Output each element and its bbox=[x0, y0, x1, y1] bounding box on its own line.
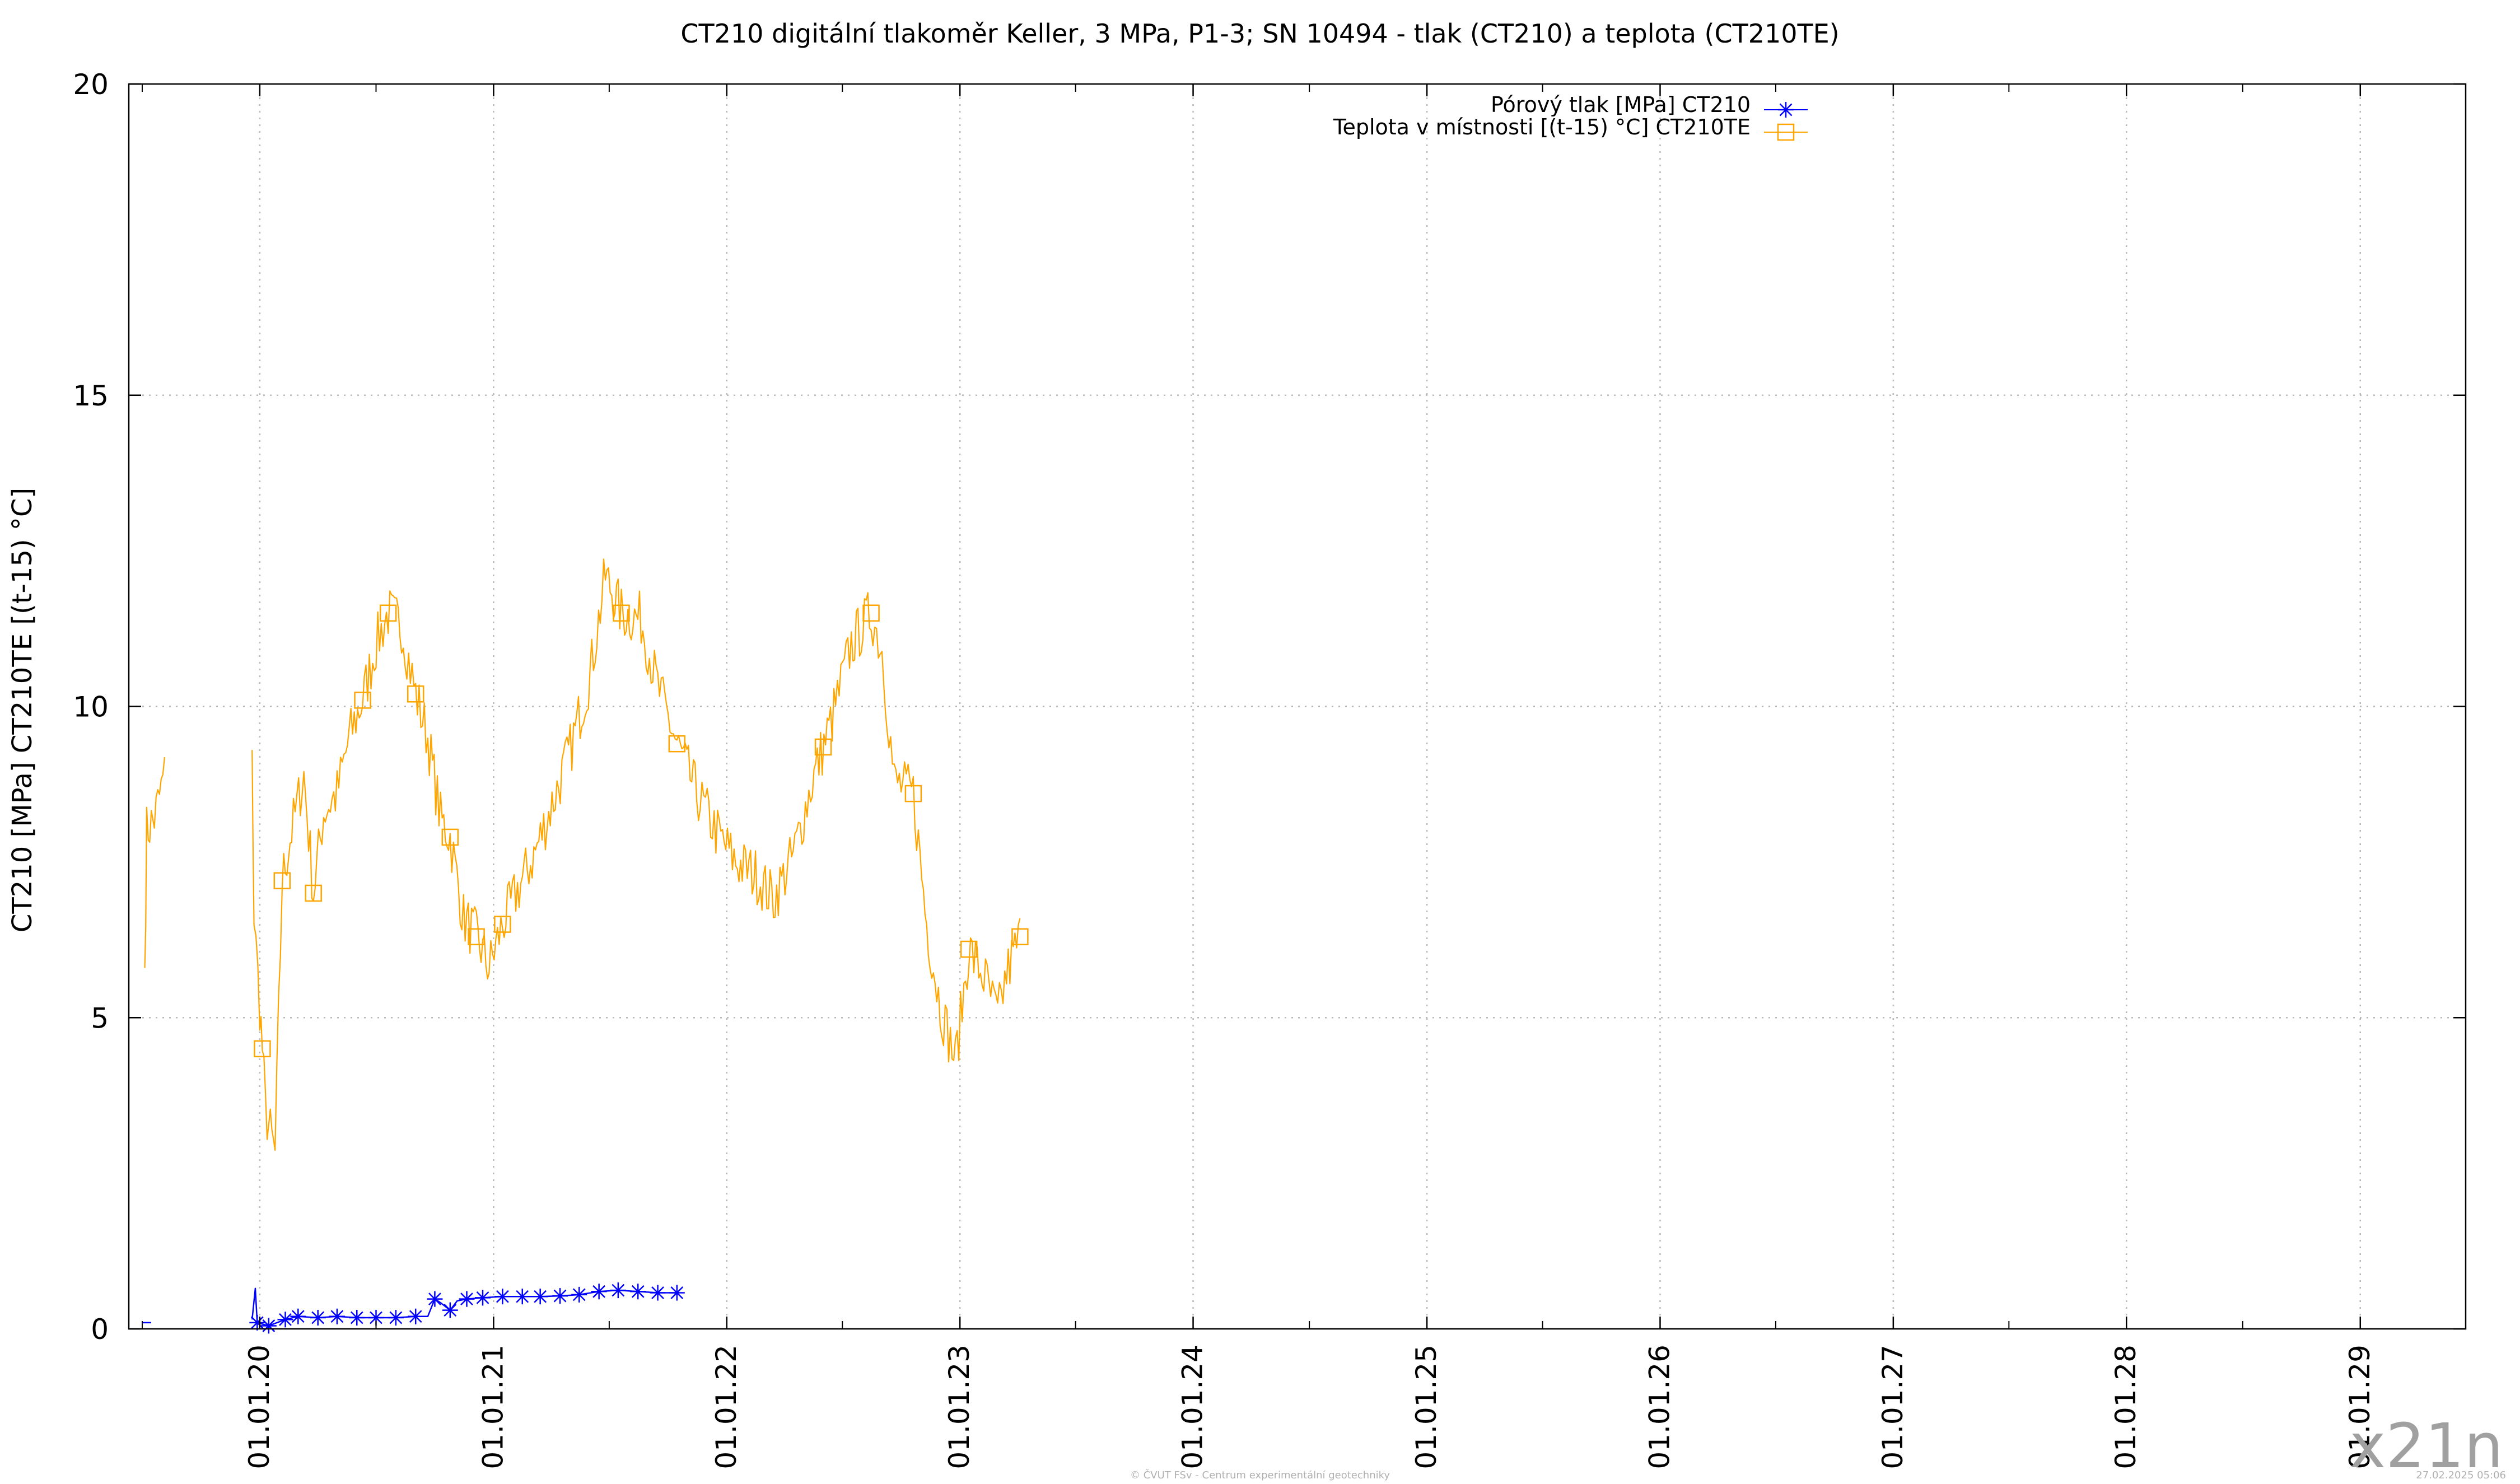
pressure-marker bbox=[459, 1291, 475, 1307]
temperature-marker bbox=[273, 872, 291, 889]
x-tick-label: 01.01.22 bbox=[710, 1345, 743, 1469]
y-tick-label: 0 bbox=[91, 1313, 109, 1346]
pressure-line bbox=[142, 1287, 677, 1327]
pressure-marker bbox=[591, 1284, 607, 1300]
pressure-marker bbox=[442, 1302, 458, 1318]
temperature-marker bbox=[814, 738, 832, 756]
temperature-marker bbox=[960, 940, 978, 958]
temperature-marker bbox=[305, 884, 322, 902]
x-tick-label: 01.01.29 bbox=[2344, 1345, 2376, 1469]
watermark: x21n bbox=[2349, 1410, 2503, 1482]
x-tick-label: 01.01.27 bbox=[1877, 1345, 1909, 1469]
temperature-marker bbox=[668, 735, 686, 753]
y-tick-label: 5 bbox=[91, 1002, 109, 1034]
pressure-marker bbox=[277, 1312, 293, 1328]
x-tick-label: 01.01.24 bbox=[1177, 1345, 1209, 1469]
pressure-marker bbox=[349, 1309, 365, 1326]
temperature-marker bbox=[1011, 928, 1029, 946]
series-layer bbox=[142, 558, 1029, 1334]
legend-marker-temperature bbox=[1777, 123, 1795, 141]
x-tick-label: 01.01.21 bbox=[477, 1345, 509, 1469]
pressure-marker bbox=[260, 1318, 277, 1334]
pressure-marker bbox=[388, 1309, 404, 1326]
x-tick-label: 01.01.20 bbox=[243, 1345, 276, 1469]
temperature-line bbox=[144, 558, 1021, 1151]
temperature-marker bbox=[862, 604, 880, 622]
temperature-marker bbox=[379, 604, 397, 622]
legend-asterisk bbox=[1778, 102, 1794, 118]
footer-timestamp: 27.02.2025 05:06 bbox=[2416, 1469, 2506, 1481]
legend-square bbox=[1777, 123, 1795, 141]
x-tick-label: 01.01.26 bbox=[1643, 1345, 1676, 1469]
temperature-marker bbox=[494, 916, 511, 933]
pressure-marker bbox=[368, 1309, 384, 1326]
pressure-marker bbox=[552, 1288, 568, 1304]
series-pressure bbox=[142, 1282, 685, 1334]
chart-title: CT210 digitální tlakoměr Keller, 3 MPa, … bbox=[680, 18, 1839, 49]
temperature-marker bbox=[441, 828, 459, 846]
pressure-marker bbox=[408, 1308, 424, 1324]
temperature-marker bbox=[904, 785, 922, 802]
pressure-marker bbox=[650, 1285, 666, 1301]
y-axis-label: CT210 [MPa] CT210TE [(t-15) °C] bbox=[7, 488, 38, 932]
x-tick-label: 01.01.23 bbox=[943, 1345, 976, 1469]
y-tick-label: 20 bbox=[73, 68, 109, 101]
pressure-marker bbox=[310, 1309, 326, 1326]
pressure-marker bbox=[514, 1289, 530, 1305]
pressure-marker bbox=[669, 1285, 685, 1301]
pressure-marker bbox=[630, 1284, 646, 1300]
pressure-marker bbox=[427, 1291, 443, 1307]
pressure-marker bbox=[610, 1282, 626, 1299]
pressure-marker bbox=[474, 1290, 491, 1306]
temperature-marker bbox=[468, 928, 485, 946]
temperature-marker bbox=[407, 685, 424, 703]
grid-lines bbox=[129, 84, 2466, 1329]
legend-label-pressure: Pórový tlak [MPa] CT210 bbox=[1491, 92, 1751, 117]
pressure-marker bbox=[249, 1314, 265, 1331]
legend: Pórový tlak [MPa] CT210 Teplota v místno… bbox=[1333, 92, 1808, 141]
pressure-marker bbox=[571, 1286, 587, 1303]
y-tick-label: 10 bbox=[73, 691, 109, 724]
series-temperature bbox=[144, 558, 1029, 1151]
legend-label-temperature: Teplota v místnosti [(t-15) °C] CT210TE bbox=[1333, 115, 1751, 139]
pressure-marker bbox=[290, 1308, 306, 1324]
pressure-marker bbox=[329, 1308, 345, 1324]
temperature-marker bbox=[354, 692, 371, 709]
temperature-marker bbox=[613, 604, 630, 622]
footer-credit: © ČVUT FSv - Centrum experimentální geot… bbox=[1130, 1469, 1390, 1481]
legend-marker-pressure bbox=[1778, 102, 1794, 118]
axis-ticks: 0 5 10 15 20 01.01.20 01.01.21 01.01.22 01.01.23… bbox=[73, 68, 2466, 1469]
x-tick-label: 01.01.25 bbox=[1410, 1345, 1443, 1469]
pressure-marker bbox=[494, 1289, 511, 1305]
temperature-marker bbox=[254, 1040, 271, 1058]
y-tick-label: 15 bbox=[73, 380, 109, 412]
x-tick-label: 01.01.28 bbox=[2110, 1345, 2142, 1469]
pressure-marker bbox=[532, 1289, 548, 1305]
